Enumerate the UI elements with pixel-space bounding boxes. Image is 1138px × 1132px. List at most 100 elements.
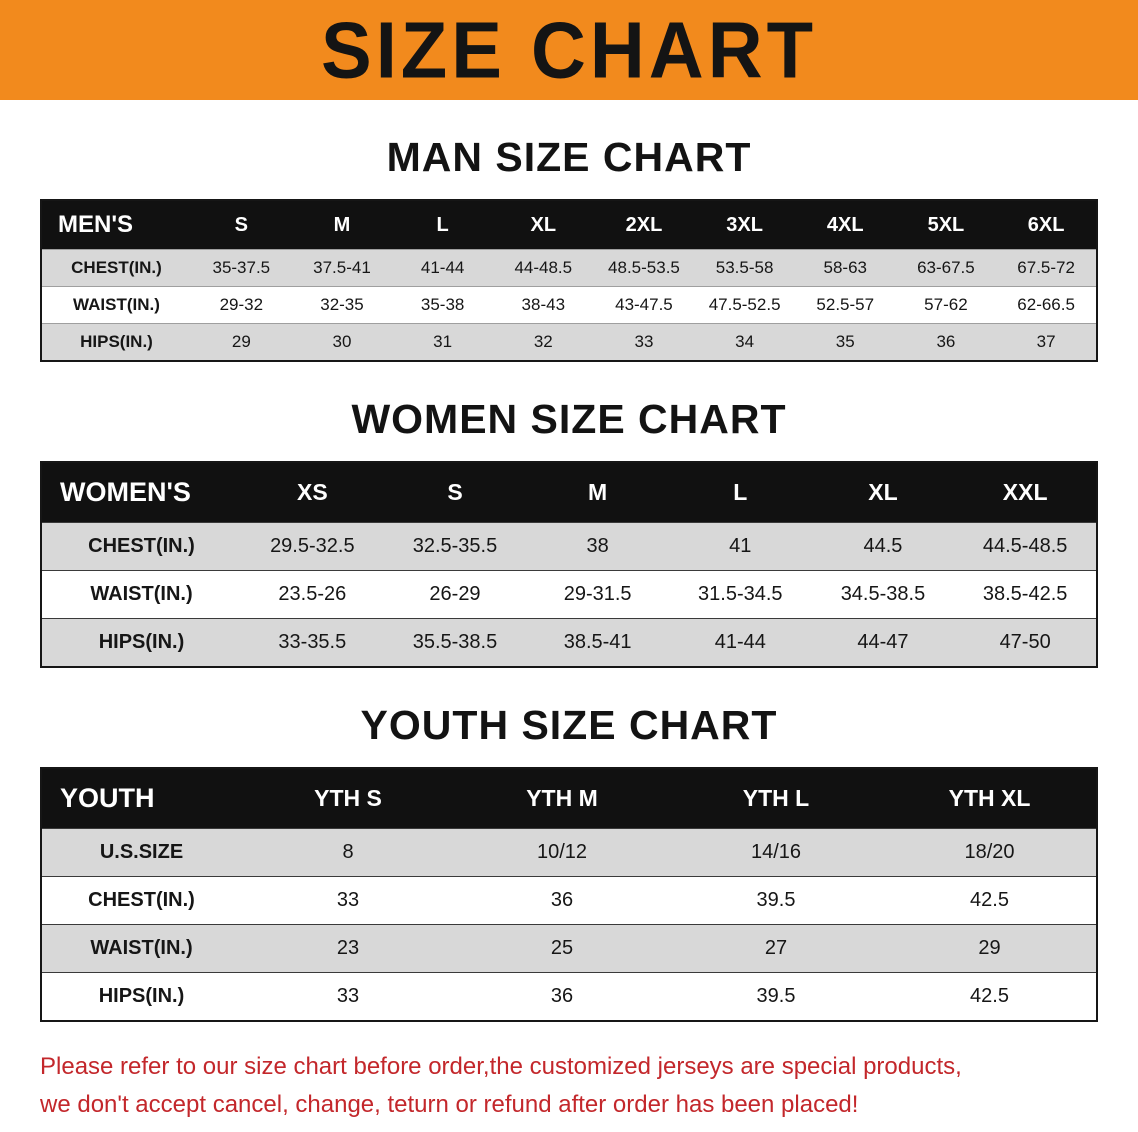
notice-line-2: we don't accept cancel, change, teturn o… xyxy=(40,1091,859,1119)
size-column-header: YTH L xyxy=(669,768,883,829)
size-column-header: 4XL xyxy=(794,200,896,250)
size-value: 33 xyxy=(634,332,654,351)
men-size-section: MAN SIZE CHART MEN'S S M L XL 2XL 3XL 4XL 5XL 6XL… xyxy=(0,134,1138,362)
size-value: 42.5 xyxy=(970,985,1009,1007)
youth-size-table: YOUTH YTH S YTH M YTH L YTH XL U.S.SIZE 8 10/12… xyxy=(40,767,1098,1022)
size-column-header: L xyxy=(668,462,812,523)
size-value: 67.5-72 xyxy=(1017,258,1075,277)
size-value: 43-47.5 xyxy=(615,295,673,314)
size-value: 10/12 xyxy=(536,841,588,863)
size-value: 36 xyxy=(550,889,574,911)
size-value: 44.5-48.5 xyxy=(982,535,1068,557)
size-value: 32-35 xyxy=(320,295,364,314)
size-value: 37 xyxy=(1036,332,1056,351)
size-value: 58-63 xyxy=(823,258,867,277)
size-column-header: S xyxy=(191,200,292,250)
table-title-cell: YOUTH xyxy=(41,768,241,829)
size-value: 27 xyxy=(764,937,788,959)
size-value: 35.5-38.5 xyxy=(412,631,498,653)
size-value: 36 xyxy=(550,985,574,1007)
size-column-header: S xyxy=(383,462,527,523)
size-value: 47-50 xyxy=(999,631,1051,653)
measurement-row: HIPS(IN.) 33-35.5 35.5-38.5 38.5-41 41-44 44-… xyxy=(41,618,1097,667)
size-column-header: M xyxy=(291,200,393,250)
size-value: 33 xyxy=(336,889,360,911)
size-value: 34.5-38.5 xyxy=(840,583,926,605)
size-value: 36 xyxy=(936,332,956,351)
youth-size-section: YOUTH SIZE CHART YOUTH YTH S YTH M YTH L YTH… xyxy=(0,702,1138,1022)
size-value: 14/16 xyxy=(750,841,802,863)
size-column-header: XL xyxy=(492,200,594,250)
size-column-header: 5XL xyxy=(895,200,997,250)
measurement-row: CHEST(IN.) 33 36 39.5 42.5 xyxy=(41,876,1097,925)
measurement-row: CHEST(IN.) 29.5-32.5 32.5-35.5 38 41 44.5 44.5… xyxy=(41,522,1097,571)
size-value: 41-44 xyxy=(714,631,766,653)
size-value: 29-31.5 xyxy=(563,583,632,605)
size-value: 48.5-53.5 xyxy=(608,258,680,277)
measurement-row: U.S.SIZE 8 10/12 14/16 18/20 xyxy=(41,828,1097,877)
men-size-table: MEN'S S M L XL 2XL 3XL 4XL 5XL 6XL CHEST(IN.) 35-37… xyxy=(40,199,1098,362)
measurement-label: U.S.SIZE xyxy=(99,841,184,863)
size-value: 44-48.5 xyxy=(514,258,573,277)
measurement-label: HIPS(IN.) xyxy=(98,631,185,653)
size-value: 33-35.5 xyxy=(278,631,347,653)
size-column-header: 2XL xyxy=(593,200,695,250)
size-value: 30 xyxy=(332,332,352,351)
size-value: 33 xyxy=(336,985,360,1007)
size-value: 38.5-41 xyxy=(563,631,632,653)
order-notice: Please refer to our size chart before or… xyxy=(40,1048,1098,1125)
table-title-cell: WOMEN'S xyxy=(41,462,241,523)
men-section-heading: MAN SIZE CHART xyxy=(386,134,752,180)
women-size-section: WOMEN SIZE CHART WOMEN'S XS S M L XL XXL CHEST(… xyxy=(0,396,1138,668)
measurement-label: HIPS(IN.) xyxy=(80,332,153,351)
youth-section-heading: YOUTH SIZE CHART xyxy=(360,702,778,748)
size-column-header: L xyxy=(392,200,493,250)
women-section-heading: WOMEN SIZE CHART xyxy=(351,396,787,442)
size-column-header: YTH M xyxy=(455,768,669,829)
measurement-label: HIPS(IN.) xyxy=(98,985,185,1007)
size-value: 31 xyxy=(433,332,453,351)
measurement-row: HIPS(IN.) 29 30 31 32 33 34 35 36 37 xyxy=(41,323,1097,361)
size-value: 47.5-52.5 xyxy=(708,295,781,314)
size-value: 44.5 xyxy=(863,535,903,557)
size-value: 23.5-26 xyxy=(278,583,347,605)
size-value: 63-67.5 xyxy=(917,258,975,277)
banner: SIZE CHART xyxy=(0,0,1138,100)
size-column-header: M xyxy=(526,462,669,523)
size-column-header: YTH S xyxy=(241,768,455,829)
measurement-label: CHEST(IN.) xyxy=(88,889,195,911)
notice-line-1: Please refer to our size chart before or… xyxy=(40,1053,962,1080)
size-value: 29 xyxy=(978,937,1001,959)
measurement-label: CHEST(IN.) xyxy=(71,258,162,277)
size-value: 41 xyxy=(729,535,752,557)
size-value: 26-29 xyxy=(429,583,481,605)
size-column-header: XXL xyxy=(954,462,1097,523)
size-value: 39.5 xyxy=(756,889,796,911)
measurement-label: WAIST(IN.) xyxy=(73,295,160,314)
size-value: 29-32 xyxy=(219,295,264,314)
size-column-header: 3XL xyxy=(694,200,795,250)
table-header-row: MEN'S S M L XL 2XL 3XL 4XL 5XL 6XL xyxy=(41,200,1097,250)
size-value: 38-43 xyxy=(521,295,566,314)
table-header-row: YOUTH YTH S YTH M YTH L YTH XL xyxy=(41,768,1097,829)
size-column-header: XL xyxy=(811,462,955,523)
size-value: 29.5-32.5 xyxy=(270,535,355,557)
size-value: 31.5-34.5 xyxy=(698,583,783,605)
size-column-header: YTH XL xyxy=(883,768,1097,829)
measurement-label: WAIST(IN.) xyxy=(90,937,193,959)
size-value: 32.5-35.5 xyxy=(412,535,498,557)
measurement-row: WAIST(IN.) 23.5-26 26-29 29-31.5 31.5-34.5 34… xyxy=(41,570,1097,619)
size-value: 37.5-41 xyxy=(313,258,371,277)
size-value: 29 xyxy=(231,332,251,351)
size-column-header: 6XL xyxy=(996,200,1097,250)
measurement-label: CHEST(IN.) xyxy=(88,535,195,557)
size-value: 35-37.5 xyxy=(212,258,271,277)
women-size-table: WOMEN'S XS S M L XL XXL CHEST(IN.) 29.5-32.5 32.5… xyxy=(40,461,1098,668)
size-column-header: XS xyxy=(241,462,384,523)
table-title-cell: MEN'S xyxy=(41,200,191,250)
table-header-row: WOMEN'S XS S M L XL XXL xyxy=(41,462,1097,523)
size-value: 38 xyxy=(586,535,609,557)
size-value: 35-38 xyxy=(420,295,465,314)
size-value: 38.5-42.5 xyxy=(982,583,1068,605)
